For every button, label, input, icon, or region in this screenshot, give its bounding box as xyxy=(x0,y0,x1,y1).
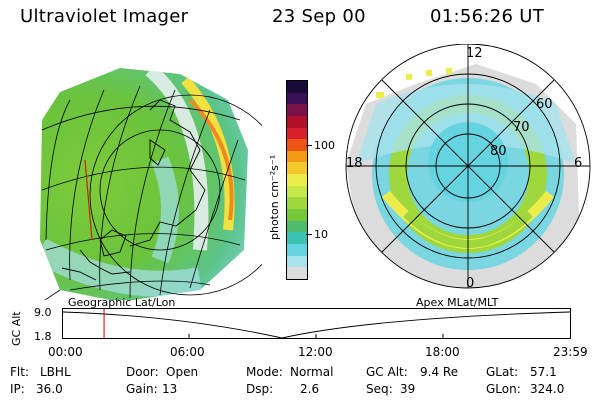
gc-alt-label: GC Alt: xyxy=(366,365,408,379)
colorbar-segment xyxy=(287,267,307,279)
altitude-tick-low: 1.8 xyxy=(34,330,52,343)
colorbar-segment xyxy=(287,197,307,210)
door-label: Door: xyxy=(126,365,159,379)
colorbar xyxy=(286,80,308,280)
ip-value: 36.0 xyxy=(36,382,63,396)
colorbar-segment xyxy=(287,232,307,244)
glon-label: GLon: xyxy=(486,382,521,396)
image-date: 23 Sep 00 xyxy=(272,6,366,27)
colorbar-tick-mark xyxy=(306,145,312,146)
colorbar-segment xyxy=(287,185,307,198)
mode-label: Mode: xyxy=(246,365,283,379)
filter-label: Flt: xyxy=(10,365,29,379)
colorbar-segment xyxy=(287,255,307,268)
colorbar-segment xyxy=(287,139,307,151)
door-value: Open xyxy=(166,365,199,379)
image-time: 01:56:26 UT xyxy=(430,6,545,27)
dsp-label: Dsp: xyxy=(246,382,274,396)
time-tick-1: 06:00 xyxy=(170,345,205,359)
lat-label-70: 70 xyxy=(513,120,530,135)
colorbar-segment xyxy=(287,174,307,186)
time-tick-4: 23:59 xyxy=(553,345,588,359)
time-tick-0: 00:00 xyxy=(48,345,83,359)
time-tick-3: 18:00 xyxy=(425,345,460,359)
colorbar-segment xyxy=(287,81,307,93)
left-panel-caption: Geographic Lat/Lon xyxy=(68,296,176,309)
colorbar-segment xyxy=(287,92,307,105)
colorbar-segment xyxy=(287,243,307,256)
mlt-label-12: 12 xyxy=(466,46,483,61)
colorbar-tick-10: 10 xyxy=(314,228,328,241)
colorbar-segment xyxy=(287,162,307,175)
seq-value: 39 xyxy=(400,382,416,396)
colorbar-segment xyxy=(287,209,307,221)
lat-label-80: 80 xyxy=(490,144,507,159)
instrument-title: Ultraviolet Imager xyxy=(20,6,189,27)
colorbar-segment xyxy=(287,115,307,128)
altitude-plot xyxy=(62,308,571,339)
altitude-axis-label: GC Alt xyxy=(10,311,23,346)
mode-value: Normal xyxy=(290,365,334,379)
glat-value: 57.1 xyxy=(530,365,557,379)
lat-label-60: 60 xyxy=(536,97,553,112)
ip-label: IP: xyxy=(10,382,25,396)
time-tick-2: 12:00 xyxy=(298,345,333,359)
colorbar-tick-mark xyxy=(306,234,312,235)
colorbar-segment xyxy=(287,150,307,163)
filter-value: LBHL xyxy=(40,365,71,379)
seq-label: Seq: xyxy=(366,382,393,396)
right-panel-caption: Apex MLat/MLT xyxy=(416,296,499,309)
colorbar-segment xyxy=(287,220,307,233)
gain-value: 13 xyxy=(162,382,178,396)
glat-label: GLat: xyxy=(486,365,519,379)
mlt-label-0: 0 xyxy=(466,276,475,291)
glon-value: 324.0 xyxy=(530,382,565,396)
colorbar-segment xyxy=(287,104,307,116)
colorbar-segment xyxy=(287,127,307,140)
colorbar-tick-100: 100 xyxy=(314,139,335,152)
altitude-tick-high: 9.0 xyxy=(34,306,52,319)
colorbar-unit-label: photon cm⁻²s⁻¹ xyxy=(268,154,281,240)
mlt-label-18: 18 xyxy=(346,156,363,171)
mlt-label-6: 6 xyxy=(574,156,583,171)
polar-image xyxy=(345,44,591,289)
gc-alt-value: 9.4 Re xyxy=(420,365,459,379)
gain-label: Gain: xyxy=(126,382,158,396)
geographic-image xyxy=(40,68,262,300)
dsp-value: 2.6 xyxy=(300,382,320,396)
